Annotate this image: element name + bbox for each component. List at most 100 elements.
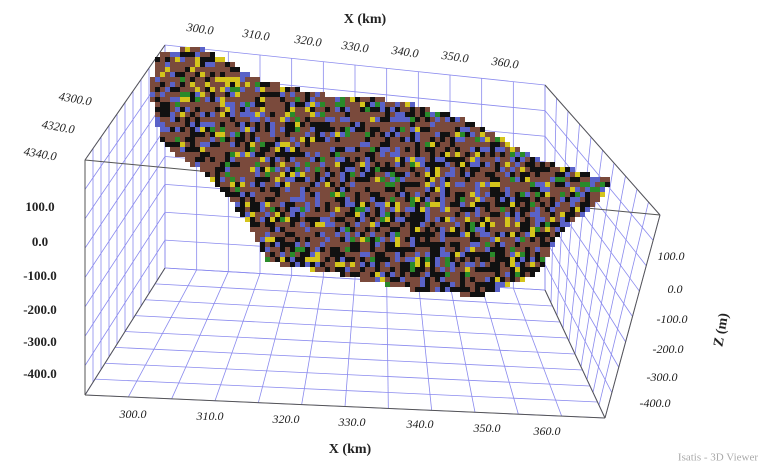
- voxel: [570, 207, 575, 212]
- voxel: [375, 227, 380, 232]
- voxel: [210, 157, 215, 162]
- voxel: [235, 137, 240, 142]
- voxel: [265, 152, 270, 157]
- voxel: [240, 162, 245, 167]
- voxel: [245, 77, 250, 82]
- voxel: [340, 97, 345, 102]
- voxel: [325, 262, 330, 267]
- voxel: [430, 192, 435, 197]
- voxel: [270, 202, 275, 207]
- voxel: [385, 187, 390, 192]
- voxel: [325, 177, 330, 182]
- voxel: [295, 127, 300, 132]
- voxel: [410, 137, 415, 142]
- voxel: [330, 257, 335, 262]
- voxel: [365, 147, 370, 152]
- voxel: [205, 87, 210, 92]
- voxel: [420, 172, 425, 177]
- voxel: [355, 222, 360, 227]
- voxel: [285, 122, 290, 127]
- voxel: [325, 227, 330, 232]
- voxel: [275, 212, 280, 217]
- voxel: [340, 137, 345, 142]
- voxel: [205, 137, 210, 142]
- voxel: [310, 112, 315, 117]
- voxel: [330, 142, 335, 147]
- voxel: [300, 137, 305, 142]
- voxel: [385, 262, 390, 267]
- voxel: [395, 152, 400, 157]
- voxel: [480, 177, 485, 182]
- voxel: [190, 77, 195, 82]
- voxel: [250, 217, 255, 222]
- voxel: [395, 117, 400, 122]
- voxel: [540, 177, 545, 182]
- voxel: [155, 112, 160, 117]
- voxel: [315, 132, 320, 137]
- voxel: [375, 217, 380, 222]
- voxel: [330, 107, 335, 112]
- voxel: [195, 142, 200, 147]
- voxel: [345, 192, 350, 197]
- voxel: [210, 147, 215, 152]
- voxel: [560, 192, 565, 197]
- voxel: [215, 127, 220, 132]
- voxel: [230, 117, 235, 122]
- voxel: [310, 137, 315, 142]
- voxel: [390, 137, 395, 142]
- voxel: [235, 147, 240, 152]
- voxel: [220, 127, 225, 132]
- voxel: [485, 227, 490, 232]
- voxel: [425, 227, 430, 232]
- voxel: [195, 137, 200, 142]
- voxel: [390, 232, 395, 237]
- voxel: [545, 252, 550, 257]
- voxel: [415, 202, 420, 207]
- voxel: [535, 227, 540, 232]
- voxel: [560, 172, 565, 177]
- voxel: [235, 117, 240, 122]
- voxel: [455, 207, 460, 212]
- voxel: [540, 187, 545, 192]
- voxel: [165, 142, 170, 147]
- voxel: [300, 242, 305, 247]
- voxel: [505, 157, 510, 162]
- voxel: [555, 182, 560, 187]
- voxel: [195, 87, 200, 92]
- voxel: [285, 87, 290, 92]
- voxel: [185, 127, 190, 132]
- voxel: [400, 102, 405, 107]
- voxel: [500, 162, 505, 167]
- voxel: [330, 197, 335, 202]
- voxel: [435, 182, 440, 187]
- voxel: [350, 202, 355, 207]
- voxel: [370, 212, 375, 217]
- voxel: [315, 107, 320, 112]
- voxel: [460, 272, 465, 277]
- voxel: [485, 162, 490, 167]
- voxel: [465, 202, 470, 207]
- voxel: [445, 277, 450, 282]
- tick-label: 340.0: [390, 43, 420, 61]
- voxel: [180, 102, 185, 107]
- voxel: [515, 187, 520, 192]
- tick-label: 330.0: [340, 38, 370, 56]
- voxel: [240, 97, 245, 102]
- voxel: [240, 132, 245, 137]
- voxel: [435, 277, 440, 282]
- voxel: [500, 147, 505, 152]
- voxel: [425, 147, 430, 152]
- voxel: [305, 247, 310, 252]
- voxel: [305, 142, 310, 147]
- voxel: [480, 202, 485, 207]
- voxel: [535, 177, 540, 182]
- voxel: [405, 182, 410, 187]
- voxel: [170, 102, 175, 107]
- voxel: [450, 177, 455, 182]
- voxel: [485, 237, 490, 242]
- voxel: [335, 242, 340, 247]
- voxel: [415, 212, 420, 217]
- voxel: [385, 212, 390, 217]
- voxel: [475, 127, 480, 132]
- voxel: [225, 172, 230, 177]
